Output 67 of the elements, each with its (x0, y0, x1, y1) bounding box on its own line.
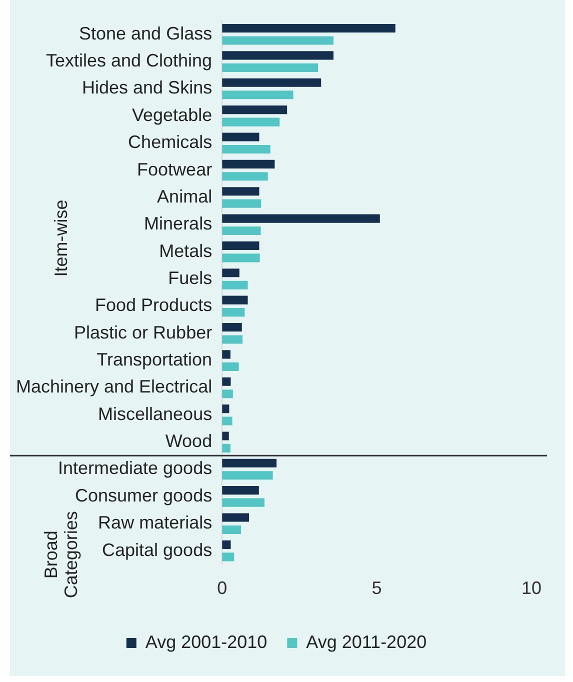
y-tick-label: Minerals (144, 214, 212, 234)
bar (222, 540, 231, 549)
bar (222, 296, 248, 304)
bar (222, 36, 334, 45)
y-tick-label: Metals (159, 240, 212, 261)
y-tick-label: Machinery and Electrical (16, 376, 212, 397)
y-tick-label: Intermediate goods (58, 458, 212, 478)
legend-label: Avg 2001-2010 (145, 632, 268, 652)
y-tick-label: Vegetable (132, 104, 212, 125)
bar (222, 78, 322, 87)
x-tick-label: 0 (217, 578, 228, 598)
bar (222, 214, 380, 223)
bar (222, 199, 262, 208)
bar (222, 486, 259, 495)
bar (222, 322, 242, 332)
bar (222, 51, 334, 60)
bar (222, 241, 260, 250)
bar (222, 187, 260, 196)
bar (222, 513, 250, 522)
y-tick-label: Raw materials (98, 512, 212, 533)
bar (222, 160, 275, 168)
y-tick-label: Transportation (96, 350, 212, 370)
bar (222, 280, 248, 290)
y-tick-label: Capital goods (102, 540, 212, 560)
y-tick-label: Food Products (95, 295, 212, 316)
bar (222, 63, 318, 72)
bar (222, 132, 260, 142)
legend-label: Avg 2011-2020 (306, 632, 427, 652)
y-tick-label: Chemicals (128, 132, 212, 152)
y-tick-label: Animal (157, 186, 212, 206)
bar (222, 525, 241, 534)
bar (222, 106, 288, 114)
y-tick-label: Consumer goods (75, 485, 212, 506)
bar (222, 390, 233, 398)
bar (222, 335, 243, 344)
bar (222, 90, 294, 100)
bar (222, 458, 277, 468)
bar (222, 172, 268, 181)
bar (222, 377, 231, 386)
y-tick-label: Fuels (168, 268, 212, 288)
bar (222, 552, 234, 562)
y-tick-label: Wood (165, 431, 212, 452)
bar (222, 362, 239, 371)
text: Broad Categories (40, 511, 81, 598)
bar (222, 254, 260, 262)
y-tick-label: Plastic or Rubber (74, 322, 212, 342)
text: Item-wise (50, 200, 71, 277)
bar (222, 404, 230, 414)
x-tick-label: 5 (372, 578, 382, 598)
bar (222, 268, 240, 278)
bar (222, 144, 270, 154)
bar (222, 471, 273, 480)
bar (222, 350, 230, 359)
bar (222, 444, 230, 452)
y-tick-label: Stone and Glass (78, 23, 212, 44)
bar (222, 118, 280, 126)
bar (222, 416, 232, 426)
bar (222, 498, 264, 507)
x-tick-label: 10 (522, 578, 542, 598)
y-tick-label: Hides and Skins (82, 78, 212, 98)
bar (222, 432, 229, 440)
y-tick-label: Footwear (137, 159, 212, 180)
bar (222, 24, 396, 33)
bar (222, 226, 261, 236)
y-tick-label: Textiles and Clothing (46, 50, 212, 71)
y-tick-label: Miscellaneous (98, 404, 212, 424)
bar (222, 308, 245, 317)
